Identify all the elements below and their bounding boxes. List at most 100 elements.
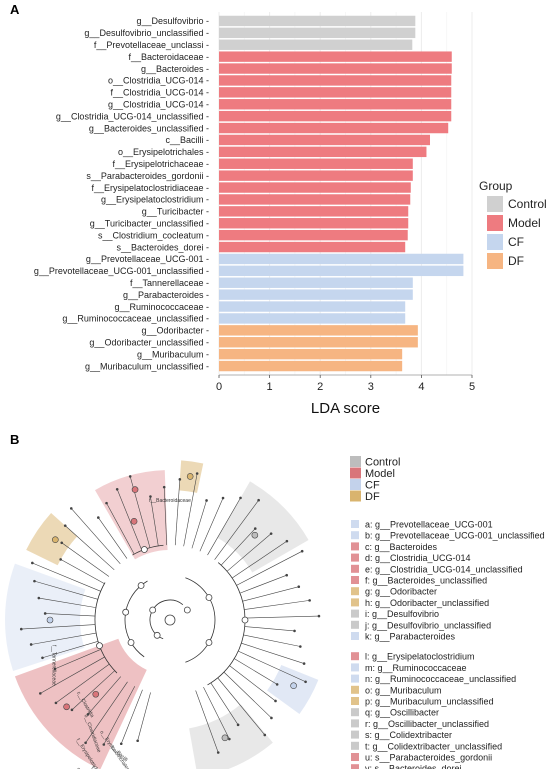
legend-label: Model xyxy=(508,216,541,230)
leaf-node xyxy=(19,627,23,631)
bar xyxy=(219,39,413,50)
taxon-swatch xyxy=(351,741,359,750)
leaf-branch xyxy=(150,496,159,546)
bar-label: g__Ruminococcaceae - xyxy=(114,302,209,312)
legend-label: DF xyxy=(508,254,524,268)
leaf-node xyxy=(263,733,267,737)
bar-label: o__Clostridia_UCG-014 - xyxy=(108,76,209,86)
leaf-branch xyxy=(214,500,259,560)
leaf-branch xyxy=(241,642,305,664)
taxon-label: m: g__Ruminococcaceae xyxy=(365,663,467,673)
bar xyxy=(219,99,452,110)
taxon-swatch xyxy=(351,663,359,672)
leaf-branch xyxy=(60,559,105,584)
leaf-node xyxy=(33,579,36,583)
leaf-node xyxy=(59,558,62,561)
leaf-branch xyxy=(55,663,110,704)
taxon-swatch xyxy=(351,730,359,739)
leaf-node xyxy=(162,485,166,489)
taxon-label: d: g__Clostridia_UCG-014 xyxy=(365,553,471,563)
leaf-node xyxy=(37,596,41,600)
leaf-node xyxy=(178,478,182,481)
leaf-branch xyxy=(232,540,288,579)
leaf-node xyxy=(285,539,289,543)
bar-label: g__Prevotellaceae_UCG-001_unclassified - xyxy=(34,266,209,276)
taxon-swatch xyxy=(351,609,359,618)
clade-highlight xyxy=(267,664,319,715)
internal-node xyxy=(183,606,191,614)
taxon-label: e: g__Clostridia_UCG-014_unclassified xyxy=(365,564,523,574)
leaf-node xyxy=(195,472,199,475)
taxon-swatch xyxy=(351,652,359,661)
leaf-branch xyxy=(120,689,143,744)
bar xyxy=(219,313,406,324)
leaf-branch xyxy=(220,528,256,566)
taxon-label: t: g__Colidextribacter_unclassified xyxy=(365,741,502,751)
taxon-label: q: g__Oscillibacter xyxy=(365,708,439,718)
leaf-node xyxy=(43,612,47,615)
legend-label: Model xyxy=(365,468,395,480)
taxon-swatch xyxy=(351,685,359,694)
legend-swatch xyxy=(350,490,361,502)
leaf-branch xyxy=(234,658,278,685)
taxon-label: j: g__Desulfovibrio_unclassified xyxy=(364,620,491,630)
taxon-swatch xyxy=(351,753,359,761)
bar-label: f__Erysipelotrichaceae - xyxy=(112,159,209,169)
legend-label: CF xyxy=(508,235,524,249)
bar xyxy=(219,218,409,229)
leaf-branch xyxy=(223,671,272,719)
taxon-swatch xyxy=(351,697,359,705)
leaf-branch xyxy=(244,626,295,632)
taxon-label: c: g__Bacteroides xyxy=(365,542,438,552)
bar xyxy=(219,146,427,158)
bar xyxy=(219,229,408,241)
taxon-label: p: g__Muribaculum_unclassified xyxy=(365,697,494,707)
leaf-branch xyxy=(243,634,301,647)
leaf-node xyxy=(221,496,225,500)
branch-arc xyxy=(207,562,246,686)
bar-label: g__Odoribacter_unclassified - xyxy=(89,337,209,347)
internal-node xyxy=(241,616,249,624)
leaf-node xyxy=(84,741,87,745)
bar-label: g__Clostridia_UCG-014 - xyxy=(108,99,209,109)
leaf-branch xyxy=(163,487,168,546)
clade-label: f__Bacteroidaceae xyxy=(149,498,191,504)
leaf-node xyxy=(119,742,123,746)
legend-label: Control xyxy=(365,457,400,469)
bar-label: g__Desulfovibrio_unclassified - xyxy=(84,28,209,38)
leaf-node xyxy=(285,573,288,577)
taxon-swatch xyxy=(351,598,359,607)
bar-label: o__Erysipelotrichales - xyxy=(118,147,209,157)
leaf-node xyxy=(39,692,42,695)
bar xyxy=(219,337,418,348)
leaf-node xyxy=(86,713,90,716)
bar xyxy=(219,360,403,372)
leaf-node xyxy=(228,737,231,741)
enriched-node xyxy=(63,703,70,711)
internal-node xyxy=(205,639,213,646)
leaf-node xyxy=(274,699,277,703)
leaf-branch xyxy=(244,615,319,619)
taxon-swatch xyxy=(351,674,359,683)
leaf-node xyxy=(115,487,119,491)
taxon-label: h: g__Odoribacter_unclassified xyxy=(365,598,489,608)
taxon-swatch xyxy=(351,632,359,640)
bar xyxy=(219,110,452,122)
leaf-node xyxy=(257,498,260,502)
taxon-label: i: g__Desulfovibrio xyxy=(365,609,439,619)
leaf-branch xyxy=(183,473,198,547)
bar-label: g__Erysipelatoclostridium - xyxy=(101,195,209,205)
leaf-node xyxy=(297,585,301,588)
internal-node xyxy=(149,606,157,614)
leaf-node xyxy=(70,708,74,712)
taxon-swatch xyxy=(351,520,359,528)
leaf-node xyxy=(302,662,306,665)
leaf-branch xyxy=(32,562,101,592)
enriched-node xyxy=(221,734,229,742)
legend-title: Group xyxy=(479,179,513,193)
legend-label: Control xyxy=(508,197,547,211)
bar xyxy=(219,206,409,217)
bar-label: g__Odoribacter - xyxy=(141,326,209,336)
leaf-branch xyxy=(191,500,207,549)
x-axis-title: LDA score xyxy=(311,400,380,417)
